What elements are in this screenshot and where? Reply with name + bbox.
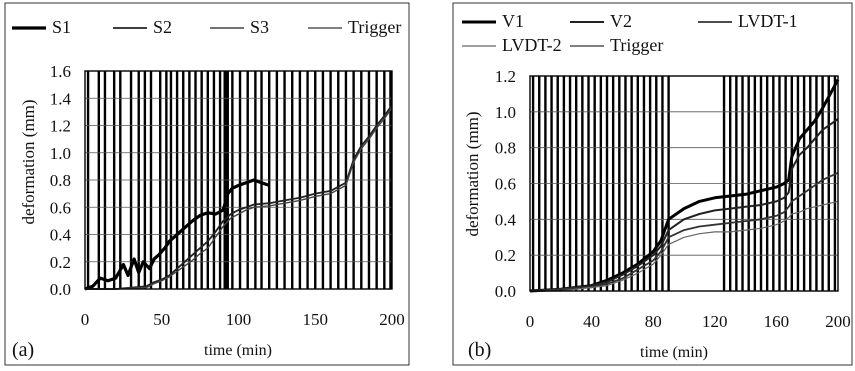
ytick-label: 1.6 — [50, 62, 71, 81]
ytick-label: 1.2 — [495, 67, 516, 86]
plot-area-frame — [84, 70, 393, 290]
legend-label-v2: V2 — [610, 11, 632, 31]
chart-a-xtick-labels: 0 50 100 150 200 — [81, 310, 405, 329]
ytick-label: 0.2 — [50, 253, 71, 272]
xtick-label: 100 — [226, 310, 252, 329]
ytick-label: 1.2 — [50, 117, 71, 136]
ytick-label: 0.6 — [495, 175, 516, 194]
legend-label-s2: S2 — [153, 17, 172, 37]
panel-a-border — [4, 2, 410, 366]
xtick-label: 150 — [303, 310, 329, 329]
ytick-label: 0.8 — [495, 139, 516, 158]
chart-a-svg: S1 S2 S3 Trigger 0.0 0.2 0.4 0.6 0.8 1.0 1.2 1.4 1.… — [4, 2, 410, 366]
ytick-label: 1.4 — [50, 89, 72, 108]
chart-a-ylabel: deformation (mm) — [19, 99, 38, 224]
ytick-label: 0.2 — [495, 246, 516, 265]
chart-panel-a: S1 S2 S3 Trigger 0.0 0.2 0.4 0.6 0.8 1.0 1.2 1.4 1.… — [0, 0, 412, 366]
chart-a-panel-label: (a) — [12, 339, 34, 361]
ytick-label: 0.8 — [50, 171, 71, 190]
chart-a-xlabel: time (min) — [204, 342, 272, 359]
legend-label-s1: S1 — [52, 17, 71, 37]
series-line-s2 — [85, 104, 393, 290]
panel-b-border — [452, 2, 853, 366]
chart-b-xtick-labels: 0 40 80 120 160 200 — [526, 312, 851, 331]
chart-b-series-layer — [529, 78, 840, 293]
series-line-lvdt-1 — [529, 171, 839, 292]
xtick-label: 50 — [153, 310, 170, 329]
chart-a-series-layer — [84, 104, 393, 291]
xtick-label: 80 — [645, 312, 662, 331]
series-line-lvdt-2 — [530, 200, 839, 292]
series-line-v1 — [529, 78, 840, 293]
ytick-label: 0.6 — [50, 198, 71, 217]
xtick-label: 120 — [702, 312, 728, 331]
chart-a-axes — [84, 70, 393, 290]
chart-b-panel-label: (b) — [468, 339, 491, 361]
legend-label-lvdt-2: LVDT-2 — [502, 35, 562, 55]
ytick-label: 1.0 — [495, 103, 516, 122]
ytick-label: 0.0 — [50, 280, 71, 299]
ytick-label: 0.4 — [495, 210, 517, 229]
ytick-label: 0.0 — [495, 282, 516, 301]
legend-label-v1: V1 — [502, 11, 524, 31]
chart-b-ylabel: deformation (mm) — [463, 111, 482, 236]
plot-area-frame — [529, 75, 839, 292]
xtick-label: 40 — [583, 312, 600, 331]
legend-label-trigger: Trigger — [348, 17, 401, 37]
xtick-label: 0 — [526, 312, 535, 331]
legend-label-lvdt-1: LVDT-1 — [738, 11, 798, 31]
chart-b-svg: V1 V2 LVDT-1 LVDT-2 Trigger 0.0 0.2 0.4 0.6 0.8 1… — [452, 2, 853, 366]
legend-label-s3: S3 — [250, 17, 269, 37]
ytick-label: 0.4 — [50, 226, 72, 245]
ytick-label: 1.0 — [50, 144, 71, 163]
chart-b-axes — [529, 75, 839, 292]
chart-a-ytick-labels: 0.0 0.2 0.4 0.6 0.8 1.0 1.2 1.4 1.6 — [50, 62, 72, 299]
chart-panel-b: V1 V2 LVDT-1 LVDT-2 Trigger 0.0 0.2 0.4 0.6 0.8 1… — [450, 0, 855, 366]
chart-b-legend: V1 V2 LVDT-1 LVDT-2 Trigger — [462, 11, 798, 55]
xtick-label: 200 — [825, 312, 851, 331]
chart-b-xlabel: time (min) — [640, 344, 708, 361]
xtick-label: 160 — [764, 312, 790, 331]
xtick-label: 0 — [81, 310, 90, 329]
series-line-v2 — [529, 118, 839, 292]
xtick-label: 200 — [379, 310, 405, 329]
series-line-s1 — [84, 178, 270, 291]
chart-a-legend: S1 S2 S3 Trigger — [12, 17, 401, 37]
legend-label-trigger: Trigger — [610, 35, 663, 55]
chart-b-ytick-labels: 0.0 0.2 0.4 0.6 0.8 1.0 1.2 — [495, 67, 517, 301]
series-line-s3 — [85, 107, 393, 290]
